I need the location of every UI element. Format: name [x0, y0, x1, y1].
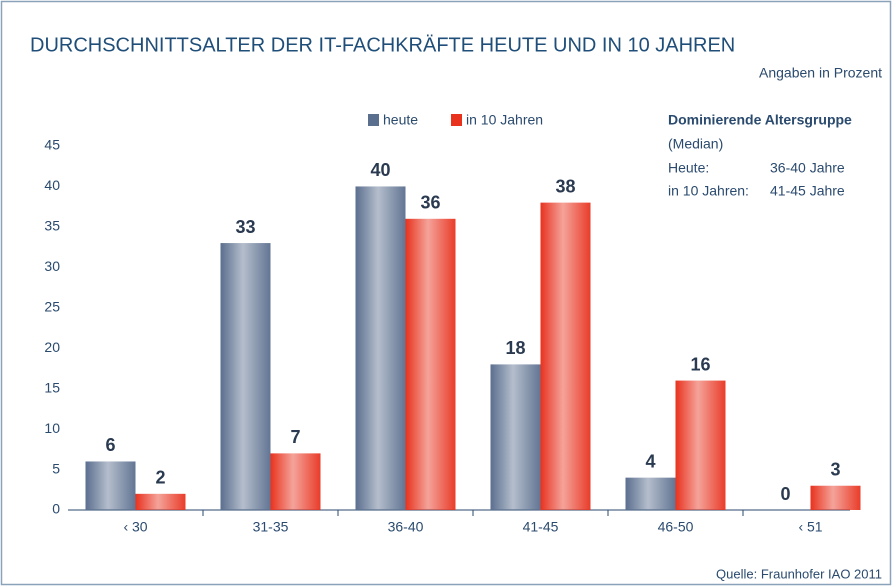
bar — [405, 218, 456, 511]
y-tick-label: 5 — [52, 460, 60, 476]
bar — [675, 380, 726, 510]
y-tick-label: 15 — [44, 379, 60, 395]
annotation-label: Heute: — [668, 160, 709, 176]
bar — [810, 485, 861, 510]
bar — [490, 364, 541, 510]
data-label: 6 — [105, 435, 115, 455]
data-label: 18 — [505, 338, 525, 358]
bar — [220, 243, 271, 511]
y-tick-label: 30 — [44, 258, 60, 274]
bar — [270, 453, 321, 510]
x-tick-label: ‹ 30 — [123, 519, 147, 535]
y-tick-label: 25 — [44, 298, 60, 314]
x-tick-label: 36-40 — [388, 519, 424, 535]
x-tick-label: ‹ 51 — [798, 519, 822, 535]
legend-label: in 10 Jahren — [466, 112, 543, 128]
bar — [625, 477, 676, 510]
data-label: 38 — [555, 176, 575, 196]
y-tick-label: 20 — [44, 339, 60, 355]
bar — [355, 186, 406, 510]
y-tick-label: 35 — [44, 218, 60, 234]
subtitle: Angaben in Prozent — [759, 65, 882, 81]
x-tick-label: 31-35 — [253, 519, 289, 535]
y-tick-label: 10 — [44, 420, 60, 436]
x-tick-label: 41-45 — [523, 519, 559, 535]
data-label: 36 — [420, 193, 440, 213]
legend-label: heute — [383, 112, 418, 128]
bar — [540, 202, 591, 510]
bar — [135, 493, 186, 510]
data-label: 3 — [830, 459, 840, 479]
data-label: 33 — [235, 217, 255, 237]
legend-swatch — [451, 114, 462, 126]
data-label: 4 — [645, 451, 655, 471]
chart-title: DURCHSCHNITTSALTER DER IT-FACHKRÄFTE HEU… — [30, 34, 735, 56]
data-label: 0 — [780, 484, 790, 504]
data-label: 7 — [290, 427, 300, 447]
annotation-title: Dominierende Altersgruppe — [668, 112, 852, 128]
y-tick-label: 40 — [44, 177, 60, 193]
data-label: 16 — [690, 354, 710, 374]
annotation-value: 41-45 Jahre — [770, 183, 845, 199]
data-label: 2 — [155, 468, 165, 488]
bar — [85, 461, 136, 510]
legend-swatch — [368, 114, 379, 126]
y-tick-label: 0 — [52, 501, 60, 517]
y-tick-label: 45 — [44, 137, 60, 153]
source: Quelle: Fraunhofer IAO 2011 — [716, 566, 882, 581]
annotation-value: 36-40 Jahre — [770, 160, 845, 176]
x-tick-label: 46-50 — [658, 519, 694, 535]
annotation-note: (Median) — [668, 136, 723, 152]
annotation-label: in 10 Jahren: — [668, 183, 749, 199]
data-label: 40 — [370, 160, 390, 180]
